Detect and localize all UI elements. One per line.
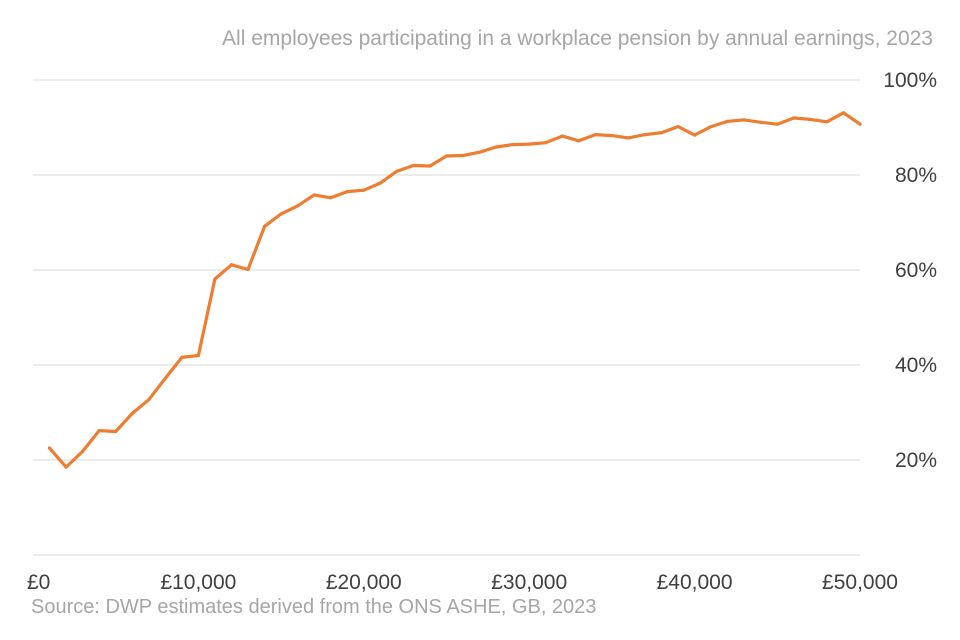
data-point [858,122,862,126]
y-tick-label: 20% [895,449,937,472]
series-line [47,111,862,469]
data-point [196,353,200,358]
series-group [47,111,862,469]
data-point [511,143,515,147]
data-point [114,429,118,434]
data-point [213,277,217,281]
data-point [775,122,779,126]
data-point [825,120,829,124]
x-tick-label: £0 [27,571,50,594]
x-tick-label: £40,000 [657,571,733,594]
data-point [163,376,167,380]
data-point [345,190,349,194]
data-point [709,124,713,129]
x-tick-label: £30,000 [491,571,567,594]
data-point [610,133,614,138]
data-point [147,398,151,402]
data-point [378,181,382,185]
data-point [808,117,812,122]
data-point [395,169,399,173]
data-point [362,188,366,192]
chart-source: Source: DWP estimates derived from the O… [31,596,597,618]
data-point [792,116,796,120]
x-tick-label: £50,000 [822,571,898,594]
data-point [279,212,283,216]
data-point [477,150,482,154]
data-point [726,119,730,123]
data-point [693,133,697,137]
data-point [659,131,664,135]
data-point [593,133,597,137]
data-point [246,267,250,272]
data-point [560,134,564,138]
data-point [262,224,267,228]
data-point [229,263,234,267]
gridlines [33,79,860,556]
data-point [577,139,581,143]
y-tick-label: 60% [895,259,937,282]
data-point [544,141,548,145]
data-point [81,449,85,454]
data-point [130,411,134,416]
data-point [527,142,531,146]
data-point [461,153,465,158]
data-point [312,193,316,197]
data-point [676,124,680,129]
data-point [47,446,52,450]
data-point [64,465,68,469]
x-tick-label: £20,000 [326,571,402,594]
data-point [180,355,184,359]
data-point [759,120,763,124]
data-point [494,145,498,149]
data-point [296,204,300,208]
data-point [643,133,647,137]
y-tick-label: 80% [895,164,937,187]
x-axis-ticks: £0 £10,000 £20,000 £30,000 £40,000 £50,000 [27,571,898,594]
data-point [742,118,746,122]
data-point [329,196,333,200]
y-tick-label: 100% [883,69,937,92]
data-point [444,154,449,158]
chart-title: All employees participating in a workpla… [222,27,933,50]
x-tick-label: £10,000 [160,571,236,594]
data-point [428,164,432,168]
data-point [411,163,416,168]
data-point [97,428,101,433]
y-axis-ticks: 20% 40% 60% 80% 100% [883,69,937,472]
y-tick-label: 40% [895,354,937,377]
data-point [841,111,846,115]
data-point [626,136,631,140]
